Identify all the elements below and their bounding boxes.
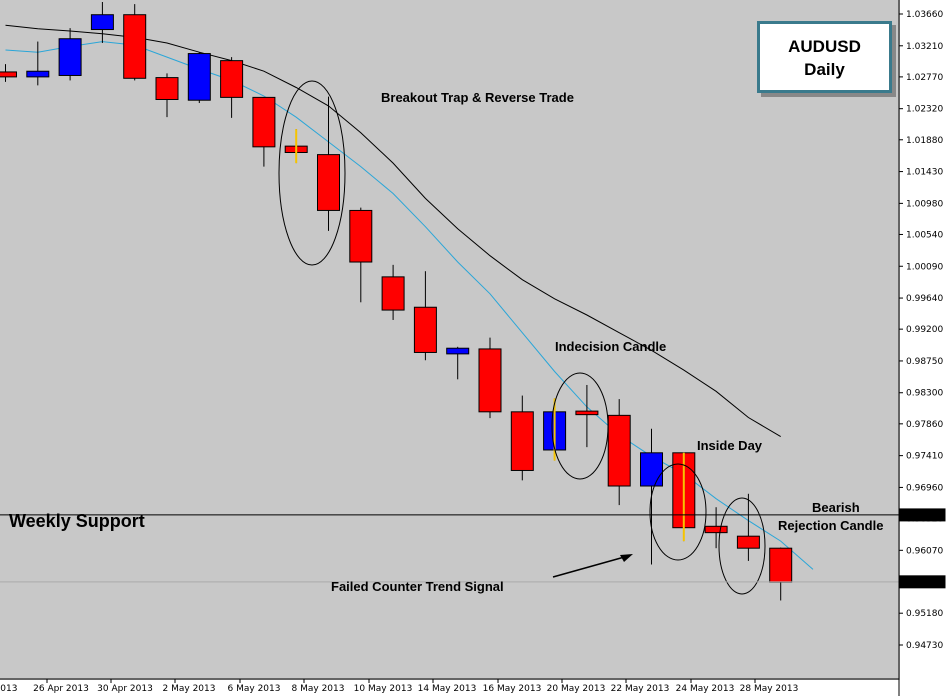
- arrow-line: [552, 555, 629, 578]
- candle-body: [317, 154, 340, 211]
- candle-body: [575, 410, 599, 416]
- y-tick-label: 0.94730: [906, 641, 943, 651]
- ellipse-breakout: [278, 80, 346, 266]
- y-tick-label: 1.03210: [906, 42, 943, 52]
- y-tick-label: 0.96960: [906, 483, 943, 493]
- x-tick-label: 24 May 2013: [676, 684, 735, 694]
- y-tick-label: 1.01880: [906, 136, 943, 146]
- candle-body: [607, 414, 631, 487]
- y-tick-label: 0.95180: [906, 609, 943, 619]
- annotation-bearish: Bearish: [812, 500, 860, 515]
- ellipse-bearish-rejection: [718, 497, 766, 595]
- candle-body: [187, 53, 211, 101]
- y-tick-label: 1.00090: [906, 262, 943, 272]
- x-tick-label: 16 May 2013: [483, 684, 542, 694]
- x-tick-label: 2 May 2013: [163, 684, 216, 694]
- y-tick-label: 0.97410: [906, 452, 943, 462]
- price-label: 0.96571: [904, 511, 941, 521]
- x-tick-label: 30 Apr 2013: [97, 684, 153, 694]
- ellipse-indecision: [551, 372, 609, 480]
- candle-body: [58, 38, 82, 76]
- chart-title-box: AUDUSD Daily: [757, 21, 892, 93]
- x-tick-label: 8 May 2013: [292, 684, 345, 694]
- x-tick-label: 28 May 2013: [740, 684, 799, 694]
- annotation-indecision: Indecision Candle: [555, 339, 667, 354]
- y-tick-label: 1.01430: [906, 168, 943, 178]
- annotation-breakout: Breakout Trap & Reverse Trade: [381, 90, 574, 105]
- candle-body: [90, 14, 114, 31]
- y-tick-label: 1.00540: [906, 230, 943, 240]
- x-tick-label: 22 May 2013: [611, 684, 670, 694]
- candle-body: [26, 70, 50, 78]
- candle-body: [252, 96, 276, 148]
- candle-body: [155, 77, 179, 100]
- candle-body: [640, 452, 663, 487]
- y-tick-label: 0.96070: [906, 546, 943, 556]
- price-label-box: [899, 575, 946, 589]
- candle-body: [123, 14, 147, 79]
- candle-body: [446, 347, 470, 355]
- candle-body: [510, 411, 534, 471]
- y-tick-label: 1.02770: [906, 73, 943, 83]
- y-tick-label: 0.99200: [906, 325, 943, 335]
- candle-body: [413, 306, 437, 353]
- y-tick-label: 0.98300: [906, 389, 943, 399]
- y-tick-label: 1.03660: [906, 10, 943, 20]
- annotation-failed-signal: Failed Counter Trend Signal: [331, 579, 504, 594]
- x-tick-label: 14 May 2013: [418, 684, 477, 694]
- y-tick-label: 0.98750: [906, 357, 943, 367]
- candle-body: [381, 276, 405, 311]
- candle-body: [478, 348, 502, 413]
- candle-body: [769, 547, 793, 583]
- price-label: 0.95624: [904, 578, 941, 588]
- x-tick-label: 26 Apr 2013: [33, 684, 89, 694]
- x-tick-label: 2013: [0, 684, 17, 694]
- y-tick-label: 1.02320: [906, 105, 943, 115]
- x-tick-label: 10 May 2013: [354, 684, 413, 694]
- candle-body: [736, 535, 760, 549]
- candle-body: [220, 60, 244, 98]
- x-tick-label: 6 May 2013: [228, 684, 281, 694]
- candle-body: [349, 209, 373, 263]
- y-tick-label: 0.97860: [906, 420, 943, 430]
- annotation-inside-day: Inside Day: [697, 438, 763, 453]
- x-axis-panel: [0, 680, 900, 696]
- y-tick-label: 0.99640: [906, 294, 943, 304]
- candle-body: [704, 525, 728, 534]
- chart-subtitle: Daily: [804, 60, 845, 79]
- x-tick-label: 20 May 2013: [547, 684, 606, 694]
- y-tick-label: 1.00980: [906, 199, 943, 209]
- chart-title: AUDUSD: [788, 37, 861, 56]
- ellipse-inside-day: [649, 463, 707, 561]
- arrow-head: [620, 554, 633, 562]
- annotation-weekly-support: Weekly Support: [9, 511, 145, 531]
- price-label-box: [899, 508, 946, 522]
- annotation-rejection-candle: Rejection Candle: [778, 518, 884, 533]
- candle-body: [0, 71, 17, 78]
